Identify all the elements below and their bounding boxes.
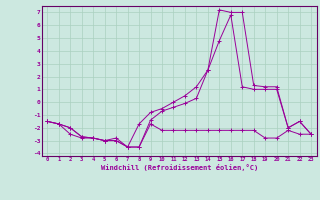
X-axis label: Windchill (Refroidissement éolien,°C): Windchill (Refroidissement éolien,°C): [100, 164, 258, 171]
